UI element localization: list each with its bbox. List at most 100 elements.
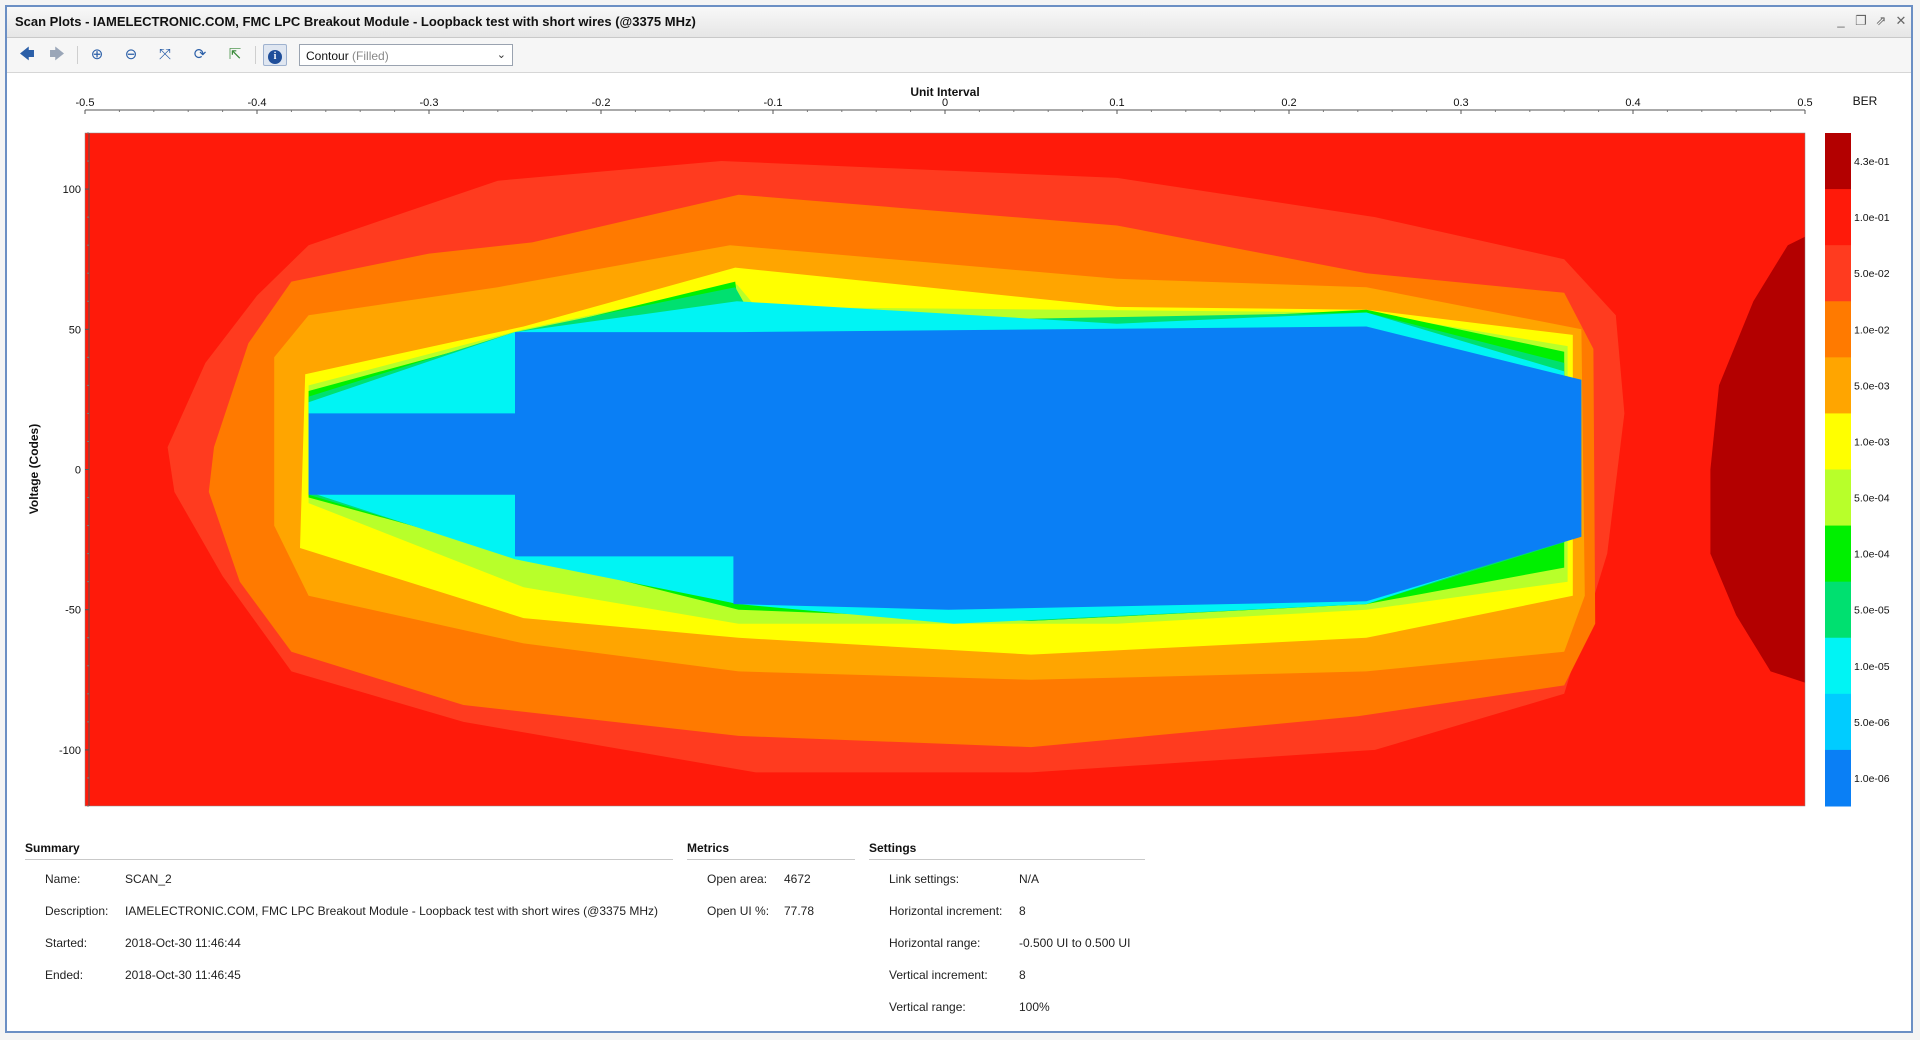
back-button[interactable]: 🡄 (15, 44, 39, 66)
plot-type-value: Contour (Filled) (306, 49, 389, 63)
contour-plot-area[interactable] (85, 133, 1805, 806)
y-tick-label: -100 (59, 745, 81, 757)
y-tick-label: 100 (63, 184, 81, 196)
summary-name-value: SCAN_2 (125, 872, 172, 886)
settings-v-range-label: Vertical range: (889, 1000, 966, 1014)
x-tick-label: 0.3 (1453, 97, 1468, 109)
zoom-in-button[interactable]: ⊕ (85, 44, 109, 66)
colorbar-swatch (1825, 413, 1851, 470)
toolbar: 🡄 🡆 ⊕ ⊖ ⤧ ⟳ ⇱ i Contour (Filled) ⌄ (7, 38, 1911, 73)
colorbar-swatch (1825, 749, 1851, 807)
plot-type-select[interactable]: Contour (Filled) ⌄ (299, 44, 513, 66)
x-tick-label: 0.2 (1281, 97, 1296, 109)
colorbar-label: 5.0e-04 (1854, 493, 1890, 505)
summary-description-value: IAMELECTRONIC.COM, FMC LPC Breakout Modu… (125, 904, 659, 918)
colorbar-swatch (1825, 301, 1851, 358)
metrics-open-ui-label: Open UI %: (707, 904, 770, 918)
settings-link-label: Link settings: (889, 872, 960, 886)
metrics-divider (687, 859, 855, 860)
export-button[interactable]: ⇱ (223, 44, 247, 66)
summary-started-label: Started: (45, 936, 88, 950)
settings-h-range-value: -0.500 UI to 0.500 UI (1019, 936, 1131, 950)
settings-divider (869, 859, 1145, 860)
arrow-left-icon: 🡄 (19, 46, 35, 63)
y-axis-title: Voltage (Codes) (27, 424, 41, 514)
refresh-icon: ⟳ (193, 46, 207, 63)
fit-button[interactable]: ⤧ (153, 44, 177, 66)
x-tick-label: 0.1 (1109, 97, 1124, 109)
colorbar-swatch (1825, 469, 1851, 527)
colorbar-label: 5.0e-03 (1854, 380, 1890, 392)
close-icon[interactable]: ✕ (1895, 13, 1907, 28)
maximize-icon[interactable]: ⇗ (1875, 13, 1887, 28)
x-tick-label: -0.1 (764, 97, 783, 109)
summary-started-value: 2018-Oct-30 11:46:44 (125, 936, 241, 950)
x-tick-label: 0 (942, 97, 948, 109)
colorbar-label: 1.0e-03 (1854, 436, 1890, 448)
settings-title: Settings (869, 841, 917, 855)
colorbar-label: 1.0e-06 (1854, 773, 1890, 785)
title-bar: Scan Plots - IAMELECTRONIC.COM, FMC LPC … (7, 7, 1911, 38)
metrics-open-area-label: Open area: (707, 872, 768, 886)
restore-icon[interactable]: ❐ (1855, 13, 1867, 28)
y-tick-label: 0 (75, 465, 81, 477)
scan-info-panel: Summary Metrics Settings Name: SCAN_2 De… (7, 827, 1911, 1027)
arrow-right-icon: 🡆 (49, 46, 65, 63)
y-axis: 100 50 0 -50 -100 (59, 132, 90, 807)
x-axis: -0.5 -0.4 -0.3 -0.2 -0.1 0 0.1 0.2 0.3 0.4 0.5 (76, 97, 1813, 114)
contour-band-1.0e-06 (308, 326, 1582, 610)
settings-v-increment-value: 8 (1019, 968, 1026, 982)
colorbar-swatch (1825, 133, 1851, 190)
forward-button[interactable]: 🡆 (45, 44, 69, 66)
metrics-title: Metrics (687, 841, 730, 855)
ber-colorbar: 4.3e-01 1.0e-01 5.0e-02 1.0e-02 5.0e-03 1.0e-… (1825, 133, 1890, 807)
contour-band-4.3e-01 (1710, 236, 1805, 683)
settings-h-range-label: Horizontal range: (889, 936, 981, 950)
colorbar-swatch (1825, 189, 1851, 246)
refresh-button[interactable]: ⟳ (188, 44, 212, 66)
summary-divider (25, 859, 673, 860)
colorbar-swatch (1825, 693, 1851, 751)
colorbar-label: 4.3e-01 (1854, 156, 1890, 168)
colorbar-label: 1.0e-05 (1854, 661, 1890, 673)
x-tick-label: -0.4 (248, 97, 267, 109)
x-axis-title: Unit Interval (910, 85, 979, 99)
summary-ended-label: Ended: (45, 968, 84, 982)
chevron-down-icon: ⌄ (496, 49, 506, 61)
summary-ended-value: 2018-Oct-30 11:46:45 (125, 968, 241, 982)
colorbar-swatch (1825, 245, 1851, 302)
eye-scan-contour-chart: Unit Interval Voltage (Codes) -0.5 -0.4 -0… (27, 85, 1890, 807)
colorbar-label: 5.0e-05 (1854, 605, 1890, 617)
summary-name-label: Name: (45, 872, 81, 886)
colorbar-swatch (1825, 637, 1851, 695)
settings-v-range-value: 100% (1019, 1000, 1050, 1014)
colorbar-swatch (1825, 525, 1851, 583)
info-button[interactable]: i (263, 44, 287, 66)
scan-plots-window: Scan Plots - IAMELECTRONIC.COM, FMC LPC … (5, 5, 1913, 1033)
zoom-out-button[interactable]: ⊖ (119, 44, 143, 66)
settings-h-increment-label: Horizontal increment: (889, 904, 1003, 918)
export-icon: ⇱ (228, 46, 242, 63)
zoom-out-icon: ⊖ (124, 46, 138, 63)
x-tick-label: -0.2 (592, 97, 611, 109)
x-tick-label: 0.4 (1625, 97, 1640, 109)
y-tick-label: 50 (69, 324, 81, 336)
fit-icon: ⤧ (158, 46, 171, 63)
colorbar-label: 1.0e-02 (1854, 324, 1890, 336)
colorbar-swatch (1825, 581, 1851, 639)
settings-link-value: N/A (1019, 872, 1040, 886)
colorbar-label: 1.0e-04 (1854, 549, 1890, 561)
metrics-open-area-value: 4672 (784, 872, 811, 886)
metrics-open-ui-value: 77.78 (784, 904, 815, 918)
x-tick-label: -0.3 (420, 97, 439, 109)
x-tick-label: 0.5 (1797, 97, 1812, 109)
y-tick-label: -50 (65, 605, 81, 617)
toolbar-separator (77, 46, 78, 64)
window-title: Scan Plots - IAMELECTRONIC.COM, FMC LPC … (15, 14, 696, 29)
settings-v-increment-label: Vertical increment: (889, 968, 988, 982)
minimize-icon[interactable]: _ (1837, 13, 1845, 28)
colorbar-title: BER (1853, 94, 1878, 108)
colorbar-label: 5.0e-06 (1854, 717, 1890, 729)
colorbar-label: 5.0e-02 (1854, 268, 1890, 280)
toolbar-separator (255, 46, 256, 64)
